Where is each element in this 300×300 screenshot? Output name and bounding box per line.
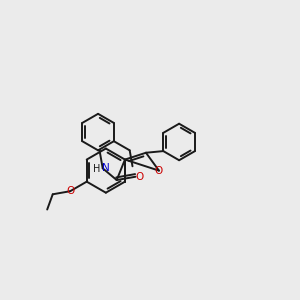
Text: O: O: [66, 186, 74, 196]
Text: H: H: [93, 164, 100, 174]
Text: N: N: [102, 163, 110, 173]
Text: O: O: [155, 166, 163, 176]
Text: O: O: [136, 172, 144, 182]
